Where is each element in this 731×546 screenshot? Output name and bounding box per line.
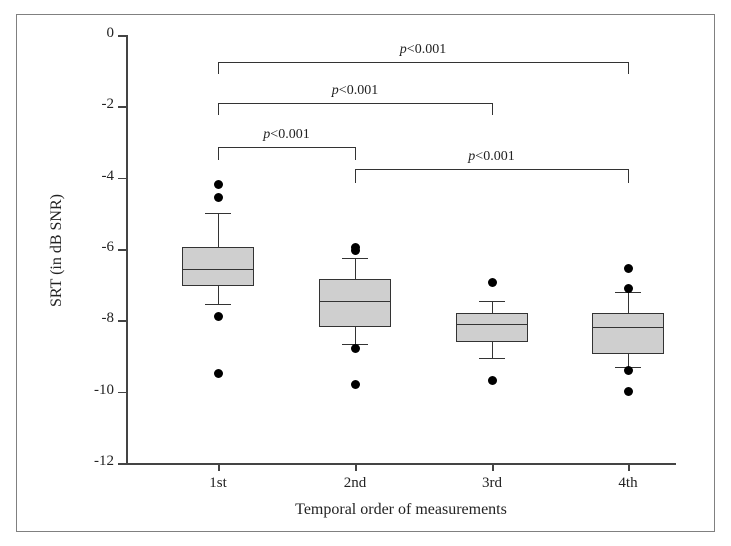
y-tick-label: -2 — [78, 96, 114, 113]
outlier-point — [351, 246, 360, 255]
whisker-cap-lower — [205, 304, 231, 305]
box — [456, 313, 528, 342]
whisker-cap-lower — [479, 358, 505, 359]
p-value-label: p<0.001 — [263, 127, 309, 143]
comparison-bracket — [218, 62, 628, 63]
comparison-bracket-v — [628, 62, 629, 74]
median-line — [319, 301, 391, 302]
x-axis-title: Temporal order of measurements — [271, 501, 531, 519]
y-tick-label: -8 — [78, 310, 114, 327]
comparison-bracket-v — [218, 62, 219, 74]
box — [182, 247, 254, 286]
y-tick-label: -12 — [78, 453, 114, 470]
y-axis — [126, 35, 128, 463]
comparison-bracket-v — [355, 169, 356, 183]
y-tick — [118, 463, 126, 465]
whisker-upper — [492, 301, 493, 313]
x-tick — [218, 463, 220, 471]
p-value-label: p<0.001 — [468, 149, 514, 165]
y-tick — [118, 178, 126, 180]
outlier-point — [624, 366, 633, 375]
outlier-point — [624, 387, 633, 396]
outlier-point — [214, 312, 223, 321]
x-tick — [355, 463, 357, 471]
x-tick-label: 2nd — [344, 475, 367, 492]
median-line — [182, 269, 254, 270]
y-tick — [118, 249, 126, 251]
y-tick-label: -6 — [78, 239, 114, 256]
whisker-lower — [218, 286, 219, 304]
comparison-bracket-v — [628, 169, 629, 183]
whisker-cap-upper — [342, 258, 368, 259]
comparison-bracket-v — [355, 147, 356, 159]
whisker-upper — [355, 258, 356, 279]
x-axis — [126, 463, 676, 465]
x-tick — [492, 463, 494, 471]
x-tick — [628, 463, 630, 471]
outlier-point — [351, 344, 360, 353]
comparison-bracket — [355, 169, 628, 170]
y-tick — [118, 106, 126, 108]
outlier-point — [351, 380, 360, 389]
x-tick-label: 3rd — [482, 475, 502, 492]
comparison-bracket-v — [218, 103, 219, 115]
outlier-point — [214, 193, 223, 202]
p-value-label: p<0.001 — [400, 42, 446, 58]
comparison-bracket-v — [492, 103, 493, 115]
median-line — [592, 327, 664, 328]
outlier-point — [214, 369, 223, 378]
x-tick-label: 1st — [209, 475, 227, 492]
p-value-label: p<0.001 — [332, 83, 378, 99]
x-tick-label: 4th — [618, 475, 637, 492]
whisker-cap-upper — [479, 301, 505, 302]
y-tick — [118, 320, 126, 322]
y-tick-label: 0 — [78, 25, 114, 42]
y-tick-label: -4 — [78, 168, 114, 185]
y-tick — [118, 392, 126, 394]
y-axis-title: SRT (in dB SNR) — [48, 194, 66, 307]
outlier-point — [214, 180, 223, 189]
box — [319, 279, 391, 327]
whisker-upper — [218, 213, 219, 247]
outlier-point — [624, 284, 633, 293]
median-line — [456, 324, 528, 325]
comparison-bracket — [218, 103, 492, 104]
y-tick-label: -10 — [78, 382, 114, 399]
box — [592, 313, 664, 354]
outlier-point — [488, 376, 497, 385]
whisker-upper — [628, 292, 629, 313]
whisker-cap-upper — [205, 213, 231, 214]
whisker-lower — [628, 354, 629, 366]
whisker-lower — [355, 327, 356, 343]
outlier-point — [624, 264, 633, 273]
comparison-bracket — [218, 147, 355, 148]
comparison-bracket-v — [218, 147, 219, 159]
outlier-point — [488, 278, 497, 287]
y-tick — [118, 35, 126, 37]
whisker-lower — [492, 342, 493, 358]
